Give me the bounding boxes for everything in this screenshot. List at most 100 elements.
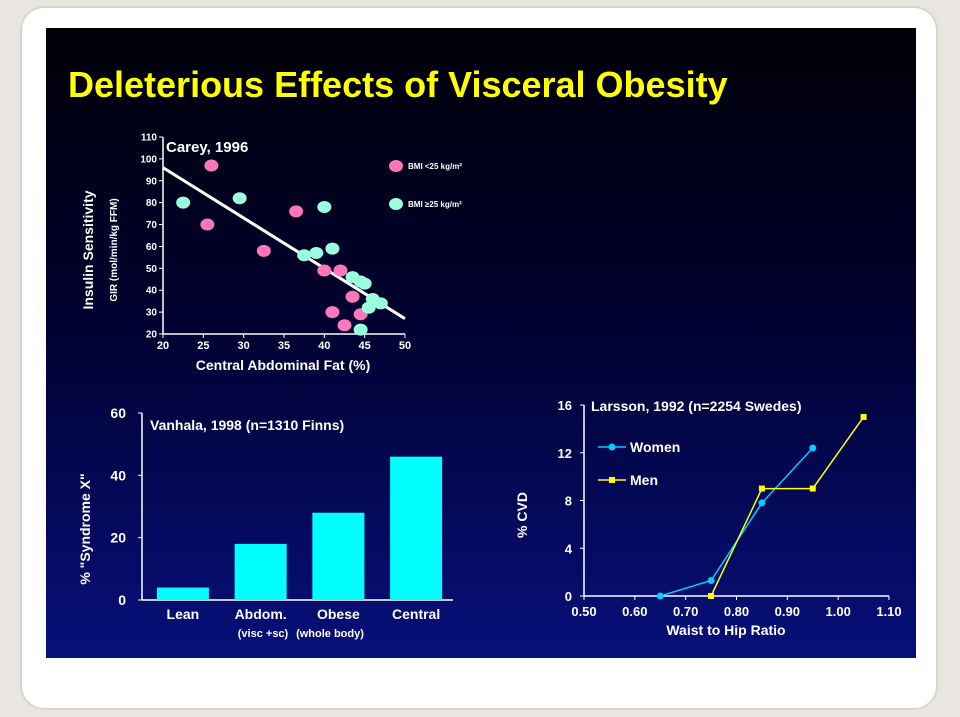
scatter-xlabel: Central Abdominal Fat (%) — [196, 357, 371, 373]
scatter-point-bmi-lt25 — [325, 306, 340, 319]
point-men — [758, 485, 765, 492]
scatter-y-tick-label: 50 — [146, 264, 158, 275]
scatter-chart: Carey, 1996 Insulin Sensitivity GIR (mol… — [80, 133, 462, 374]
scatter-y-tick-label: 60 — [146, 242, 158, 253]
line-chart: Larsson, 1992 (n=2254 Swedes) % CVD Wais… — [514, 398, 902, 638]
bar-lean — [156, 587, 209, 600]
bar-category-label: Abdom. — [235, 606, 287, 622]
scatter-x-tick-label: 40 — [318, 340, 330, 352]
scatter-x-tick-label: 45 — [359, 340, 371, 352]
point-women — [656, 592, 664, 600]
series-line-women — [660, 447, 814, 597]
line-x-tick-label: 0.70 — [673, 604, 698, 619]
line-axes: 0 4 8 12 16 0.50 0.60 0.70 0.80 0.90 1.00 1.10 — [558, 398, 902, 619]
bar-sublabel-abdom: (visc +sc) — [238, 628, 289, 640]
line-x-tick-label: 1.00 — [826, 604, 851, 619]
scatter-point-bmi-lt25 — [200, 218, 215, 231]
line-xlabel: Waist to Hip Ratio — [666, 622, 785, 638]
scatter-y-tick-label: 20 — [146, 330, 158, 341]
scatter-ylabel-units: GIR (mol/min/kg FFM) — [109, 198, 120, 301]
scatter-y-tick-label: 110 — [141, 133, 158, 144]
scatter-point-bmi-ge25 — [317, 201, 332, 214]
line-annotation: Larsson, 1992 (n=2254 Swedes) — [591, 398, 802, 414]
bar-chart: Vanhala, 1998 (n=1310 Finns) % "Syndrome… — [77, 405, 453, 640]
point-men — [809, 485, 816, 492]
scatter-point-bmi-lt25 — [256, 244, 271, 257]
line-marks — [656, 413, 867, 600]
line-x-tick-label: 0.60 — [622, 604, 647, 619]
bar-sublabel-obese: (whole body) — [296, 628, 364, 640]
bar-y-tick-label: 60 — [110, 405, 126, 421]
scatter-y-tick-label: 100 — [140, 154, 157, 165]
scatter-axes: 20 30 40 50 60 70 80 90 100 110 20 25 30 35 40 45 50 — [140, 133, 411, 353]
series-line-men — [710, 416, 865, 597]
bar-obese — [312, 512, 365, 600]
scatter-point-bmi-lt25 — [317, 264, 332, 277]
scatter-legend-label: BMI <25 kg/m² — [408, 162, 462, 171]
scatter-point-bmi-ge25 — [353, 323, 368, 336]
point-women — [809, 444, 817, 452]
scatter-marks — [162, 159, 406, 336]
scatter-x-tick-label: 50 — [399, 340, 411, 352]
scatter-point-bmi-lt25 — [289, 205, 304, 218]
scatter-x-tick-label: 20 — [157, 340, 169, 352]
scatter-point-bmi-ge25 — [325, 242, 340, 255]
scatter-point-bmi-ge25 — [309, 247, 324, 260]
line-x-tick-label: 0.80 — [724, 604, 749, 619]
bar-category-label: Obese — [317, 606, 360, 622]
line-legend-marker — [609, 477, 615, 483]
line-x-tick-label: 0.50 — [571, 604, 596, 619]
bar-marks: Lean Abdom. Obese Central — [156, 456, 443, 622]
scatter-x-tick-label: 25 — [197, 340, 209, 352]
scatter-legend-marker — [389, 198, 403, 210]
slide: Deleterious Effects of Visceral Obesity … — [46, 28, 916, 658]
scatter-legend-marker — [389, 160, 403, 172]
bar-annotation: Vanhala, 1998 (n=1310 Finns) — [150, 417, 344, 433]
line-ylabel: % CVD — [514, 492, 530, 538]
bar-ylabel: % "Syndrome X" — [77, 473, 93, 584]
scatter-point-bmi-lt25 — [204, 159, 219, 172]
scatter-point-bmi-ge25 — [232, 192, 247, 205]
point-women — [707, 576, 715, 584]
scatter-point-bmi-ge25 — [361, 301, 376, 314]
scatter-legend: BMI <25 kg/m² BMI ≥25 kg/m² — [389, 160, 462, 210]
scatter-y-tick-label: 30 — [146, 308, 158, 319]
scatter-annotation: Carey, 1996 — [166, 139, 248, 156]
scatter-y-tick-label: 90 — [146, 176, 158, 187]
line-x-tick-label: 0.90 — [775, 604, 800, 619]
scatter-fit-line — [162, 166, 406, 320]
scatter-point-bmi-ge25 — [357, 277, 372, 290]
line-y-tick-label: 16 — [558, 398, 572, 413]
bar-category-label: Central — [392, 606, 440, 622]
line-y-tick-label: 4 — [565, 541, 573, 556]
bar-category-label: Lean — [167, 606, 200, 622]
line-legend-marker — [608, 443, 616, 451]
line-legend-label: Women — [630, 439, 680, 455]
scatter-ylabel: Insulin Sensitivity — [80, 190, 96, 309]
scatter-point-bmi-lt25 — [345, 290, 360, 303]
point-men — [708, 593, 715, 599]
line-y-tick-label: 0 — [565, 589, 572, 604]
scatter-point-bmi-lt25 — [337, 319, 352, 332]
line-legend-label: Men — [630, 472, 658, 488]
line-y-tick-label: 8 — [565, 494, 572, 509]
scatter-x-tick-label: 35 — [278, 340, 290, 352]
line-x-tick-label: 1.10 — [876, 604, 901, 619]
scatter-legend-label: BMI ≥25 kg/m² — [408, 200, 462, 209]
slide-title: Deleterious Effects of Visceral Obesity — [68, 64, 728, 105]
scatter-point-bmi-lt25 — [333, 264, 348, 277]
scatter-y-tick-label: 70 — [146, 220, 158, 231]
bar-y-tick-label: 20 — [110, 530, 126, 546]
scatter-point-bmi-ge25 — [176, 196, 191, 209]
bar-y-tick-label: 0 — [118, 592, 126, 608]
scatter-point-bmi-ge25 — [297, 249, 312, 262]
scatter-point-bmi-ge25 — [373, 297, 388, 310]
point-men — [860, 413, 867, 420]
line-legend: Women Men — [598, 439, 680, 488]
scatter-y-tick-label: 80 — [146, 198, 158, 209]
bar-y-tick-label: 40 — [110, 467, 126, 483]
bar-central — [390, 456, 443, 600]
bar-abdom — [234, 543, 287, 600]
scatter-x-tick-label: 30 — [238, 340, 250, 352]
scatter-y-tick-label: 40 — [146, 286, 158, 297]
